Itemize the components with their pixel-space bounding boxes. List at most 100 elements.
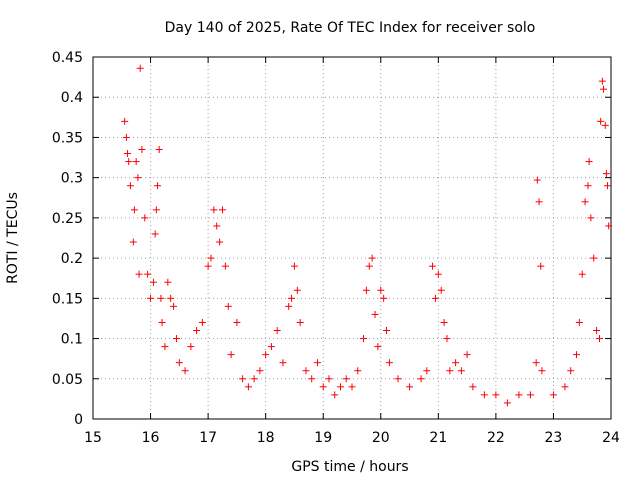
y-tick-label: 0.2 xyxy=(61,251,83,267)
data-point xyxy=(380,294,388,302)
data-point xyxy=(152,206,160,214)
x-tick-label: 19 xyxy=(314,430,332,446)
y-tick-label: 0.1 xyxy=(61,332,83,348)
data-point xyxy=(431,294,439,302)
data-point xyxy=(492,391,500,399)
y-tick-label: 0.3 xyxy=(61,171,83,187)
data-point xyxy=(423,367,431,375)
data-point xyxy=(138,146,146,154)
data-point xyxy=(581,198,589,206)
y-tick-label: 0 xyxy=(74,412,83,428)
data-point xyxy=(595,335,603,343)
data-point xyxy=(371,310,379,318)
data-point xyxy=(567,367,575,375)
chart-title: Day 140 of 2025, Rate Of TEC Index for r… xyxy=(165,20,536,36)
data-point xyxy=(434,270,442,278)
data-point xyxy=(135,270,143,278)
data-point xyxy=(288,294,296,302)
data-point xyxy=(221,262,229,270)
data-point xyxy=(584,182,592,190)
data-point xyxy=(463,351,471,359)
data-point xyxy=(296,318,304,326)
data-point xyxy=(598,77,606,85)
data-point xyxy=(293,286,301,294)
data-point xyxy=(452,359,460,367)
data-point xyxy=(342,375,350,383)
data-point xyxy=(167,294,175,302)
data-point xyxy=(161,343,169,351)
data-point xyxy=(503,399,511,407)
y-tick-label: 0.25 xyxy=(52,211,83,227)
plot-frame xyxy=(92,56,612,420)
y-tick-label: 0.4 xyxy=(61,90,83,106)
x-tick-label: 16 xyxy=(142,430,160,446)
data-point xyxy=(164,278,172,286)
data-point xyxy=(153,182,161,190)
data-point xyxy=(443,335,451,343)
data-point xyxy=(362,286,370,294)
data-point xyxy=(267,343,275,351)
y-tick-label: 0.15 xyxy=(52,291,83,307)
data-point xyxy=(302,367,310,375)
data-point xyxy=(147,294,155,302)
x-tick-label: 18 xyxy=(257,430,275,446)
data-point xyxy=(385,359,393,367)
data-point xyxy=(549,391,557,399)
data-point xyxy=(597,117,605,125)
data-point xyxy=(587,214,595,222)
data-point xyxy=(538,367,546,375)
data-point xyxy=(313,359,321,367)
data-point xyxy=(213,222,221,230)
data-point xyxy=(480,391,488,399)
data-point xyxy=(219,206,226,214)
data-point xyxy=(224,302,232,310)
data-point xyxy=(124,150,132,158)
data-point xyxy=(170,302,178,310)
data-point xyxy=(210,206,218,214)
data-point xyxy=(187,343,195,351)
x-tick-label: 22 xyxy=(487,430,505,446)
data-point xyxy=(155,146,163,154)
data-point xyxy=(244,383,252,391)
data-point xyxy=(279,359,287,367)
data-point xyxy=(122,133,130,141)
data-point xyxy=(136,64,144,72)
data-point xyxy=(605,222,613,230)
data-point xyxy=(181,367,189,375)
x-tick-label: 15 xyxy=(84,430,102,446)
data-point xyxy=(256,367,264,375)
data-point xyxy=(590,254,598,262)
data-point xyxy=(446,367,454,375)
data-point xyxy=(239,375,247,383)
x-axis-title: GPS time / hours xyxy=(291,459,408,475)
grid-layer xyxy=(93,57,611,419)
data-point xyxy=(374,343,382,351)
x-tick-label: 23 xyxy=(545,430,563,446)
data-point xyxy=(354,367,362,375)
data-point xyxy=(227,351,235,359)
data-point xyxy=(336,383,344,391)
data-point xyxy=(273,327,281,335)
data-point xyxy=(532,359,540,367)
data-point xyxy=(437,286,445,294)
data-point xyxy=(585,158,593,166)
y-axis-title: ROTI / TECUs xyxy=(5,192,21,284)
x-tick-label: 21 xyxy=(429,430,447,446)
data-point xyxy=(604,182,612,190)
data-point xyxy=(149,278,157,286)
data-point xyxy=(526,391,534,399)
y-tick-label: 0.05 xyxy=(52,372,83,388)
data-point xyxy=(134,174,142,182)
y-tick-label: 0.45 xyxy=(52,50,83,66)
data-point xyxy=(172,335,180,343)
data-point xyxy=(469,383,477,391)
data-point xyxy=(125,158,133,166)
data-point xyxy=(175,359,183,367)
data-point xyxy=(290,262,298,270)
data-point xyxy=(533,176,541,184)
data-point xyxy=(406,383,414,391)
x-tick-label: 24 xyxy=(602,430,620,446)
data-point xyxy=(308,375,316,383)
data-point xyxy=(537,262,545,270)
